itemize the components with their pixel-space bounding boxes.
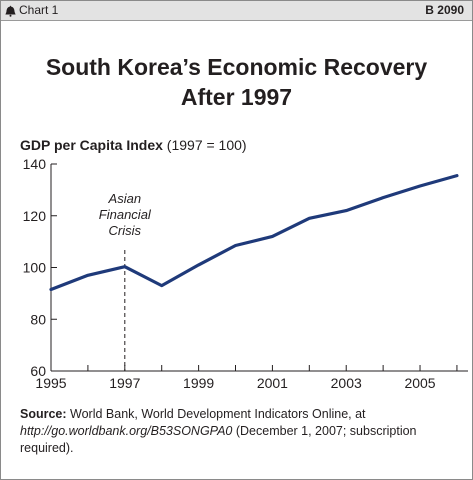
liberty-bell-icon: [5, 5, 16, 17]
x-tick-label: 1997: [109, 375, 140, 391]
source-text-1: World Bank, World Development Indicators…: [66, 407, 366, 421]
y-axis-title-note: (1997 = 100): [162, 137, 247, 153]
source-note: Source: World Bank, World Development In…: [20, 406, 450, 457]
chart-title: South Korea’s Economic Recovery After 19…: [0, 52, 473, 112]
y-tick-label: 120: [23, 208, 47, 224]
chart-number-label: Chart 1: [5, 3, 58, 18]
x-tick-label: 1995: [35, 375, 66, 391]
header-bar: Chart 1 B 2090: [1, 1, 472, 21]
report-number: B 2090: [425, 3, 464, 17]
series-line-gdp-index: [49, 174, 459, 292]
source-label: Source:: [20, 407, 67, 421]
chart-title-line-1: South Korea’s Economic Recovery: [45, 54, 428, 80]
source-url[interactable]: http://go.worldbank.org/B53SONGPA0: [20, 424, 233, 438]
crisis-annotation-label: Crisis: [109, 223, 142, 238]
source-text-2: (December 1, 2007; subscription required…: [20, 424, 417, 455]
y-tick-label: 100: [23, 260, 47, 276]
crisis-annotation-label: Asian: [108, 191, 142, 206]
x-tick-label: 2001: [257, 375, 288, 391]
crisis-annotation-label: Financial: [99, 207, 152, 222]
chart-number-text: Chart 1: [19, 3, 59, 17]
y-tick-label: 80: [30, 311, 46, 327]
x-tick-label: 2005: [404, 375, 435, 391]
y-axis-title-bold: GDP per Capita Index: [20, 137, 163, 153]
chart-title-line-2: After 1997: [180, 84, 293, 110]
y-tick-label: 60: [30, 363, 46, 379]
y-tick-label: 140: [23, 156, 47, 172]
x-tick-label: 2003: [331, 375, 362, 391]
x-tick-label: 1999: [183, 375, 214, 391]
y-axis-title: GDP per Capita Index (1997 = 100): [20, 136, 247, 154]
